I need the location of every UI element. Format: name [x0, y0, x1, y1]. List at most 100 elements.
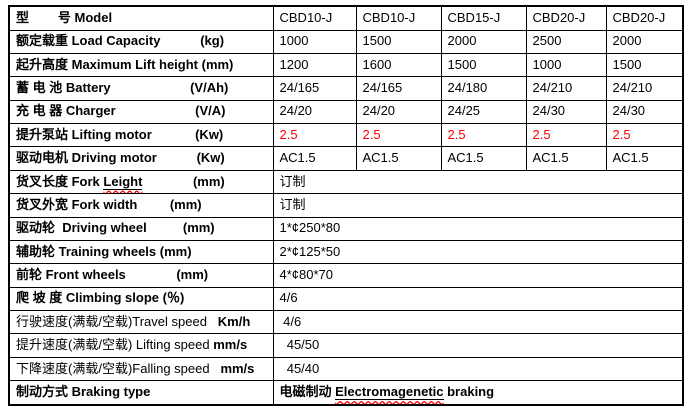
row-label-cell: 提升速度(满载/空载) Lifting speed mm/s — [8, 333, 274, 358]
table-row: 驱动电机 Driving motor (Kw) AC1.5 AC1.5 AC1.5 AC… — [8, 146, 684, 171]
text-segment: 制动方式 Braking type — [16, 384, 151, 400]
spec-value-cell: 24/20 — [272, 99, 357, 125]
text-segment: 前轮 Front wheels (mm) — [16, 267, 209, 283]
text-segment: 电磁制动 — [279, 384, 336, 400]
text-segment: 4/6 — [279, 290, 298, 306]
row-label-cell: 货叉长度 Fork Leight (mm) — [8, 169, 274, 195]
spec-span-cell: 4/6 — [272, 286, 684, 312]
text-segment: 提升泵站 Lifting motor (Kw) — [16, 126, 224, 142]
spec-value-cell: AC1.5 — [525, 146, 607, 171]
text-segment: 充 电 器 Charger (V/A) — [16, 103, 226, 119]
row-label-cell: 提升泵站 Lifting motor (Kw) — [8, 123, 274, 148]
table-row: 蓄 电 池 Battery (V/Ah) 24/165 24/165 24/180 24… — [8, 76, 684, 101]
row-label-cell: 制动方式 Braking type — [8, 380, 274, 406]
row-label-cell: 货叉外宽 Fork width (mm) — [8, 193, 274, 218]
spec-span-cell: 45/40 — [272, 356, 684, 382]
text-segment: 1*¢250*80 — [279, 220, 341, 236]
forklift-spec-document: 型 号 Model CBD10-J CBD10-J CBD15-J CBD20-J CBD… — [8, 5, 684, 406]
table-row: 提升泵站 Lifting motor (Kw) 2.5 2.5 2.5 2.5 2.5 — [8, 123, 684, 148]
spec-value-cell: 2.5 — [525, 123, 607, 148]
spec-span-cell: 4*¢80*70 — [272, 263, 684, 288]
spec-value-cell: 24/25 — [440, 99, 527, 125]
table-row: 额定载重 Load Capacity (kg) 1000 1500 2000 2500 2… — [8, 29, 684, 54]
table-row: 货叉长度 Fork Leight (mm) 订制 — [8, 169, 684, 195]
table-row: 行驶速度(满载/空载)Travel speed Km/h 4/6 — [8, 310, 684, 335]
spec-span-cell: 订制 — [272, 169, 684, 195]
spec-value-cell: 2.5 — [605, 123, 684, 148]
row-label-cell: 下降速度(满载/空载)Falling speed mm/s — [8, 356, 274, 382]
row-label-cell: 起升高度 Maximum Lift height (mm) — [8, 52, 274, 78]
row-label-cell: 前轮 Front wheels (mm) — [8, 263, 274, 288]
spec-value-cell: 24/165 — [272, 76, 357, 101]
text-segment: 提升速度(满载/空载) Lifting speed — [16, 337, 214, 353]
row-label-cell: 行驶速度(满载/空载)Travel speed Km/h — [8, 310, 274, 335]
text-segment: mm/s — [220, 360, 255, 376]
text-segment: 订制 — [279, 196, 306, 212]
spec-value-cell: 2500 — [525, 29, 607, 54]
spec-span-cell: 45/50 — [272, 333, 684, 358]
spec-value-cell: 1200 — [272, 52, 357, 78]
spec-value-cell: CBD15-J — [440, 5, 527, 31]
spec-value-cell: 24/20 — [355, 99, 442, 125]
spec-value-cell: 1000 — [272, 29, 357, 54]
table-row: 货叉外宽 Fork width (mm) 订制 — [8, 193, 684, 218]
spec-value-cell: 24/165 — [355, 76, 442, 101]
table-row: 辅助轮 Training wheels (mm) 2*¢125*50 — [8, 239, 684, 265]
spec-value-cell: 1500 — [355, 29, 442, 54]
text-segment: 4/6 — [279, 313, 302, 329]
table-row: 前轮 Front wheels (mm) 4*¢80*70 — [8, 263, 684, 288]
text-segment: Electromagenetic — [335, 384, 444, 401]
spec-span-cell: 2*¢125*50 — [272, 239, 684, 265]
spec-value-cell: CBD20-J — [525, 5, 607, 31]
text-segment: 下降速度(满载/空载)Falling speed — [16, 360, 221, 376]
row-label-cell: 充 电 器 Charger (V/A) — [8, 99, 274, 125]
text-segment: 爬 坡 度 Climbing slope (％) — [16, 290, 185, 306]
text-segment: (mm) — [142, 173, 225, 189]
table-row: 驱动轮 Driving wheel (mm) 1*¢250*80 — [8, 216, 684, 241]
row-label-cell: 型 号 Model — [8, 5, 274, 31]
table-row: 起升高度 Maximum Lift height (mm) 1200 1600 150… — [8, 52, 684, 78]
text-segment: mm/s — [213, 337, 248, 353]
spec-span-cell: 4/6 — [272, 310, 684, 335]
spec-value-cell: 24/180 — [440, 76, 527, 101]
text-segment: 辅助轮 Training wheels (mm) — [16, 243, 192, 259]
spec-table: 型 号 Model CBD10-J CBD10-J CBD15-J CBD20-J CBD… — [8, 5, 684, 406]
text-segment: 驱动轮 Driving wheel (mm) — [16, 220, 215, 236]
text-segment: 额定载重 Load Capacity (kg) — [16, 33, 225, 49]
text-segment: 45/40 — [279, 360, 320, 376]
table-row: 型 号 Model CBD10-J CBD10-J CBD15-J CBD20-J CBD… — [8, 5, 684, 31]
spec-value-cell: 24/30 — [525, 99, 607, 125]
spec-value-cell: 24/210 — [525, 76, 607, 101]
row-label-cell: 额定载重 Load Capacity (kg) — [8, 29, 274, 54]
spec-value-cell: 24/30 — [605, 99, 684, 125]
spec-span-cell: 订制 — [272, 193, 684, 218]
text-segment: 4*¢80*70 — [279, 267, 334, 283]
spec-value-cell: 2.5 — [272, 123, 357, 148]
table-row: 制动方式 Braking type 电磁制动 Electromagenetic b… — [8, 380, 684, 406]
text-segment: 订制 — [279, 173, 306, 189]
spec-span-cell: 1*¢250*80 — [272, 216, 684, 241]
spec-value-cell: AC1.5 — [440, 146, 527, 171]
text-segment: Km/h — [217, 313, 251, 329]
table-row: 下降速度(满载/空载)Falling speed mm/s 45/40 — [8, 356, 684, 382]
spec-value-cell: CBD10-J — [272, 5, 357, 31]
text-segment: 货叉长度 Fork — [16, 173, 104, 189]
text-segment: 45/50 — [279, 337, 320, 353]
spec-value-cell: AC1.5 — [605, 146, 684, 171]
text-segment: Leight — [103, 173, 143, 190]
spec-value-cell: 1500 — [605, 52, 684, 78]
spec-value-cell: 2000 — [440, 29, 527, 54]
spec-value-cell: 24/210 — [605, 76, 684, 101]
text-segment: 行驶速度(满载/空载)Travel speed — [16, 313, 218, 329]
spec-value-cell: CBD10-J — [355, 5, 442, 31]
spec-table-body: 型 号 Model CBD10-J CBD10-J CBD15-J CBD20-J CBD… — [8, 5, 684, 406]
spec-value-cell: 1000 — [525, 52, 607, 78]
row-label-cell: 爬 坡 度 Climbing slope (％) — [8, 286, 274, 312]
row-label-cell: 蓄 电 池 Battery (V/Ah) — [8, 76, 274, 101]
table-row: 爬 坡 度 Climbing slope (％) 4/6 — [8, 286, 684, 312]
text-segment: 起升高度 Maximum Lift height (mm) — [16, 56, 234, 72]
spec-value-cell: 2.5 — [355, 123, 442, 148]
spec-value-cell: AC1.5 — [272, 146, 357, 171]
text-segment: 蓄 电 池 Battery (V/Ah) — [16, 80, 229, 96]
text-segment: braking — [443, 384, 495, 400]
